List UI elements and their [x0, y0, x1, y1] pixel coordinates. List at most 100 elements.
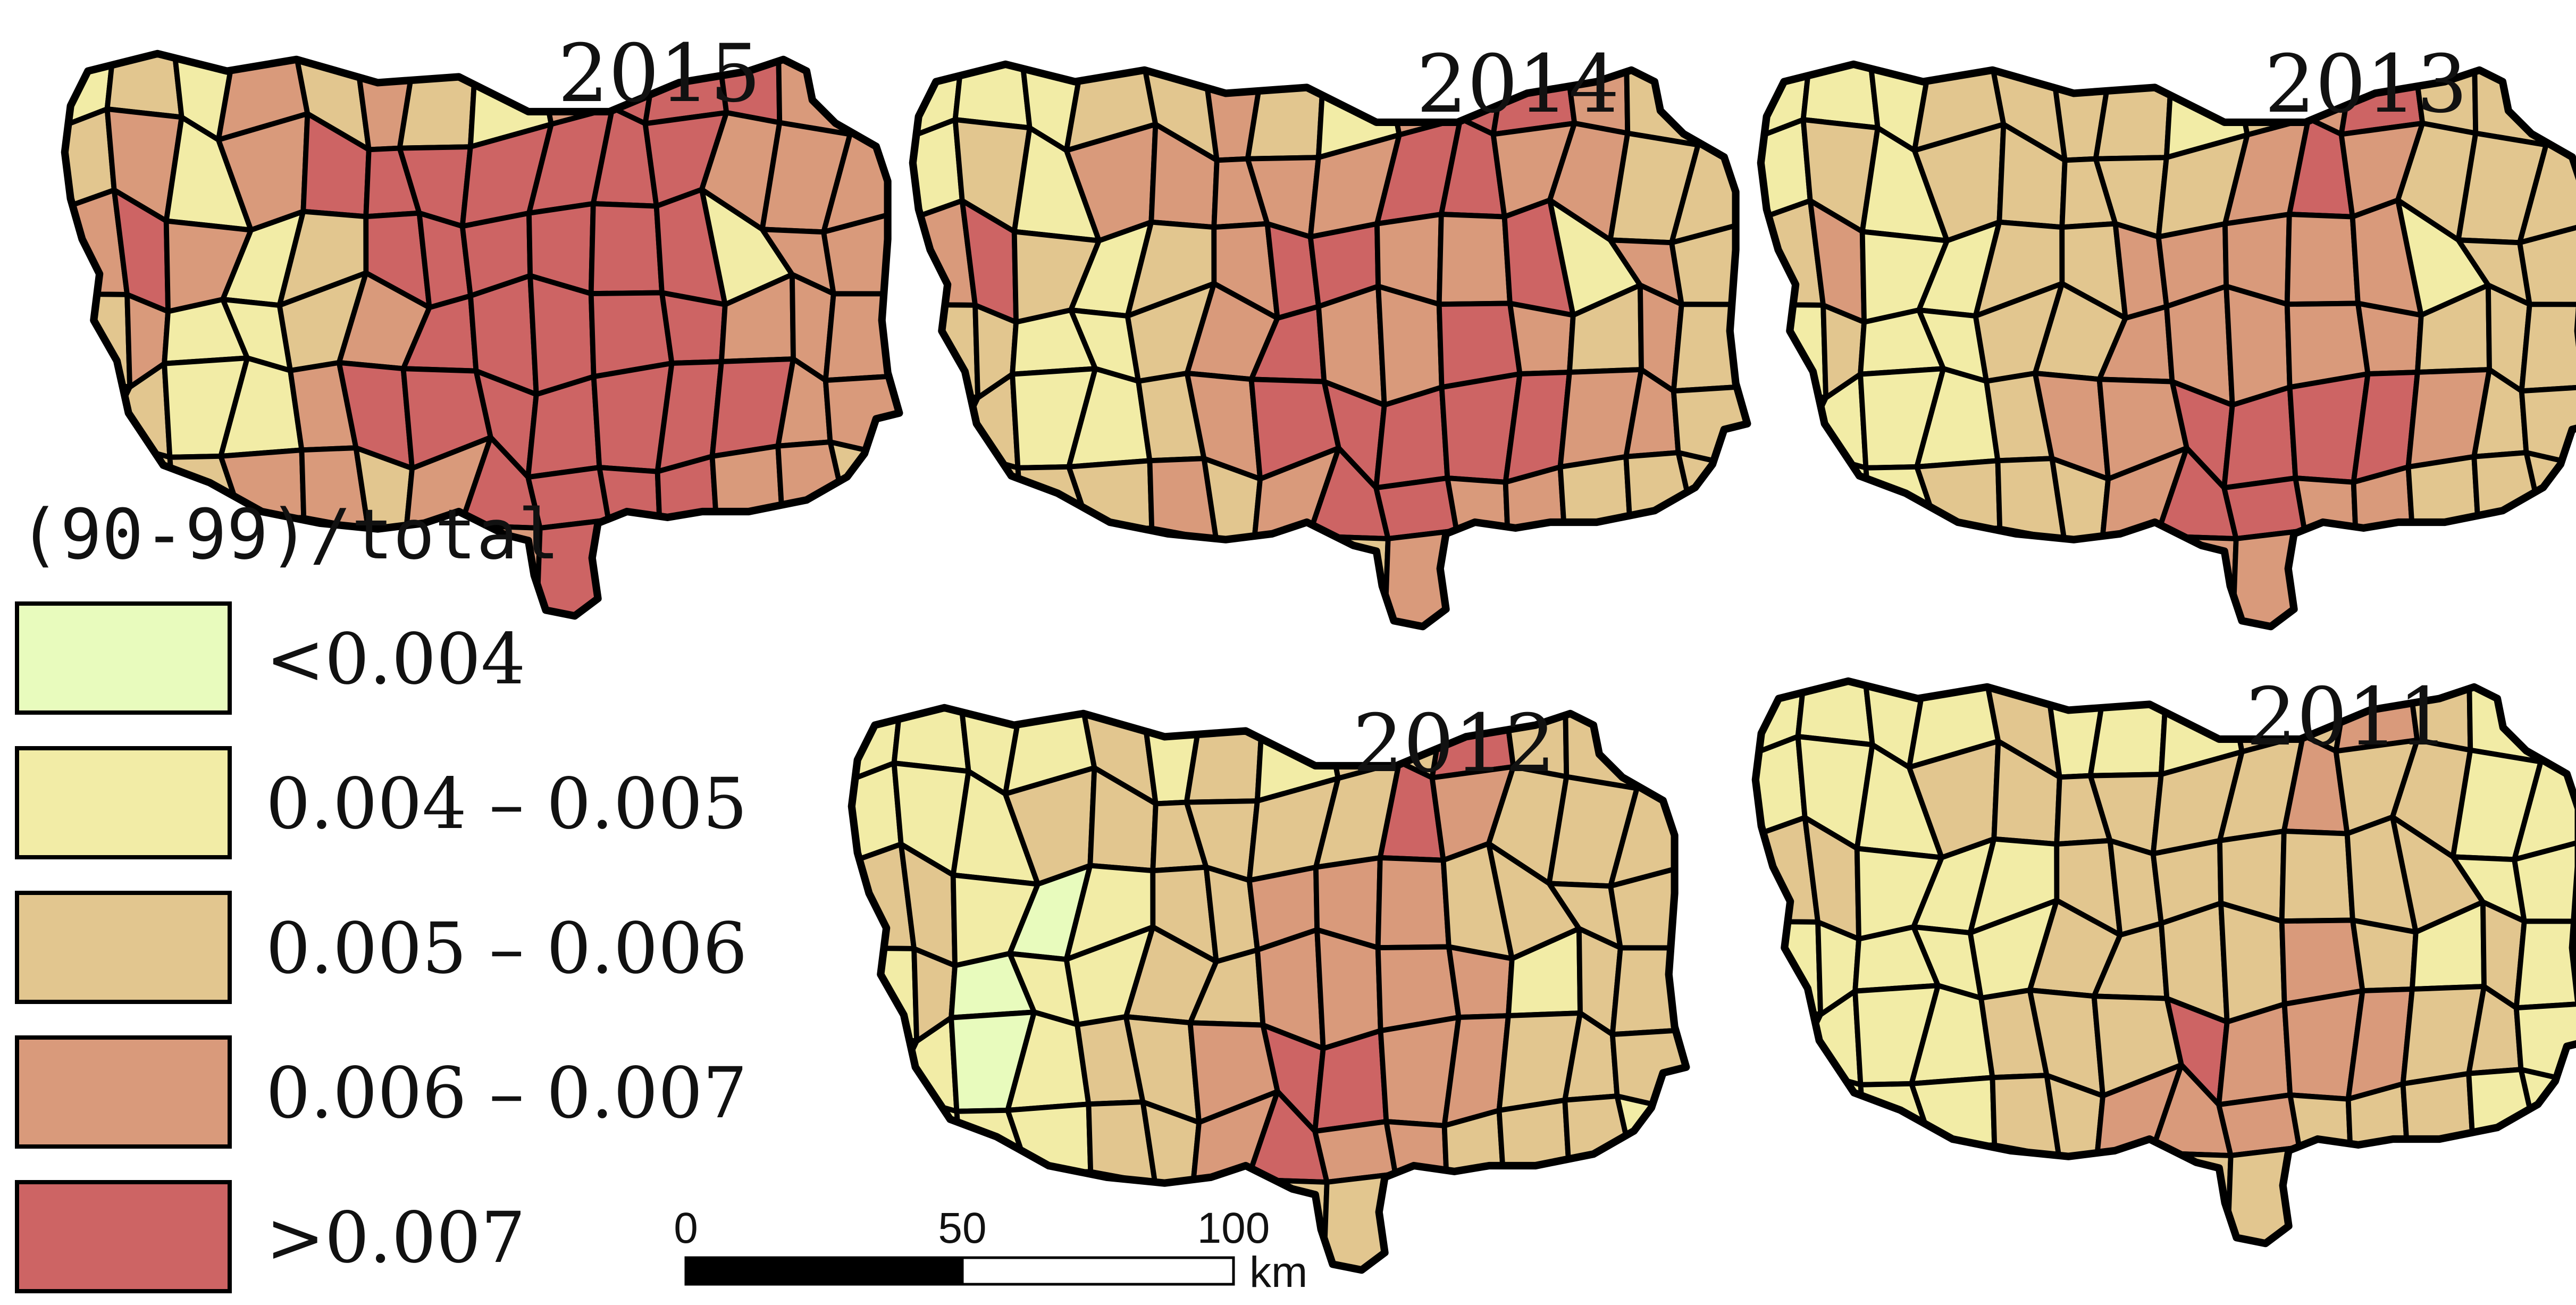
legend-class-label: 0.004 – 0.005: [266, 763, 748, 845]
district: [1801, 1149, 1868, 1244]
district: [2513, 918, 2576, 1011]
district: [2285, 1144, 2354, 1244]
district: [2527, 1165, 2576, 1244]
map-year-label: 2011: [2246, 671, 2449, 764]
district: [1312, 1028, 1389, 1134]
district: [851, 1090, 913, 1210]
district: [1080, 525, 1155, 627]
district: [659, 290, 728, 366]
district: [2087, 681, 2170, 779]
district: [950, 447, 1026, 566]
district: [836, 537, 900, 616]
district: [1623, 1191, 1686, 1270]
district: [959, 532, 1026, 627]
district: [1760, 447, 1822, 566]
district: [1503, 464, 1569, 563]
district: [2527, 681, 2576, 765]
district: [1563, 1191, 1643, 1270]
district: [1245, 64, 1327, 162]
district: [2411, 548, 2482, 627]
legend-swatch: [15, 601, 232, 715]
map-panel-2013: [1749, 58, 2576, 632]
map-year-label: 2015: [558, 28, 761, 120]
district: [1503, 540, 1569, 627]
district: [1867, 525, 1941, 627]
district: [2405, 454, 2482, 563]
district: [1983, 1142, 2062, 1244]
district: [2345, 1081, 2412, 1180]
district: [2517, 138, 2576, 246]
legend-swatch: [15, 746, 232, 859]
map-year-label: 2014: [1416, 38, 1620, 131]
map-year-label: 2012: [1353, 698, 1556, 790]
district: [889, 1090, 964, 1210]
legend-class-label: 0.006 – 0.007: [266, 1052, 748, 1134]
district: [2466, 1165, 2547, 1244]
district: [1375, 283, 1445, 408]
district: [2351, 464, 2417, 563]
district: [1684, 548, 1748, 627]
district: [709, 443, 786, 553]
district: [1760, 548, 1822, 627]
district: [1496, 1097, 1573, 1207]
district: [2223, 283, 2293, 408]
district: [588, 201, 665, 297]
scale-bar-unit: km: [1249, 1248, 1307, 1296]
legend-class-label: >0.007: [266, 1197, 526, 1279]
district-cells: [912, 64, 1748, 627]
district: [2355, 300, 2424, 377]
district: [1446, 944, 1515, 1020]
district: [2093, 64, 2175, 162]
scale-bar-tick-label: 50: [938, 1204, 986, 1252]
legend-swatch: [15, 1035, 232, 1149]
district: [1436, 212, 1513, 307]
district: [1557, 454, 1634, 563]
district: [2400, 1070, 2477, 1180]
district: [1798, 447, 1874, 566]
map-panel-2012: [840, 702, 1686, 1276]
district: [1755, 1064, 1817, 1183]
map-year-label: 2013: [2264, 38, 2468, 131]
map-panel-2011: [1744, 675, 2576, 1249]
district: [2472, 548, 2552, 627]
district: [2044, 1073, 2106, 1183]
district: [2523, 450, 2576, 557]
district: [776, 537, 856, 616]
district: [1807, 532, 1874, 627]
district: [2218, 900, 2287, 1025]
district: [1862, 1142, 1935, 1244]
scale-bar-tick-label: 100: [1197, 1204, 1270, 1252]
district: [1140, 1099, 1202, 1209]
district: [1923, 1142, 1998, 1244]
district: [1928, 525, 2003, 627]
district: [2049, 456, 2111, 566]
legend-swatch: [15, 891, 232, 1004]
district: [821, 209, 900, 297]
district: [1563, 548, 1634, 627]
district: [836, 53, 900, 137]
district: [2097, 533, 2175, 627]
district: [2532, 64, 2576, 148]
district: [912, 447, 974, 566]
district: [851, 1027, 920, 1115]
district: [2092, 1150, 2170, 1244]
district: [1019, 525, 1093, 627]
district-cells: [851, 707, 1686, 1270]
district: [1442, 528, 1511, 627]
district: [912, 548, 974, 627]
district: [1373, 384, 1450, 491]
district: [1755, 1165, 1817, 1244]
district: [2345, 1157, 2412, 1244]
district: [1623, 707, 1686, 791]
district: [1988, 525, 2067, 627]
district: [1184, 707, 1266, 805]
legend-class-label: <0.004: [266, 618, 526, 700]
district: [655, 454, 721, 553]
district: [2290, 528, 2359, 627]
district: [2532, 548, 2576, 627]
district: [397, 53, 479, 151]
district: [1755, 1000, 1824, 1088]
district: [2351, 540, 2417, 627]
district: [1502, 1191, 1573, 1270]
district: [715, 537, 786, 616]
